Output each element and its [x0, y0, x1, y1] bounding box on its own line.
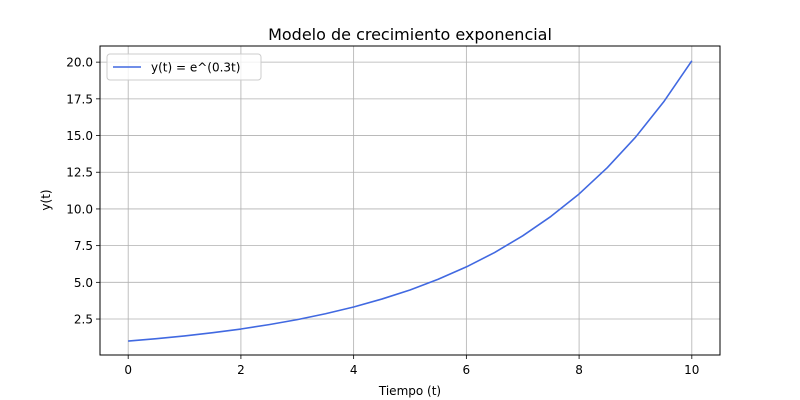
chart-title: Modelo de crecimiento exponencial [268, 25, 552, 44]
grid [100, 46, 720, 355]
x-axis-ticks: 0 2 4 6 8 10 [124, 355, 699, 377]
series-layer [128, 60, 693, 342]
y-tick-label: 10.0 [66, 202, 93, 216]
legend: y(t) = e^(0.3t) [106, 53, 262, 81]
x-tick-label: 6 [463, 363, 471, 377]
x-tick-label: 10 [684, 363, 699, 377]
x-tick-label: 8 [575, 363, 583, 377]
legend-box [106, 53, 262, 81]
y-tick-label: 2.5 [74, 313, 93, 327]
y-axis-label: y(t) [39, 189, 53, 210]
y-tick-label: 20.0 [66, 56, 93, 70]
x-tick-label: 0 [124, 363, 132, 377]
y-tick-label: 17.5 [66, 92, 93, 106]
y-tick-label: 12.5 [66, 166, 93, 180]
x-axis-label: Tiempo (t) [378, 384, 441, 398]
x-tick-label: 2 [237, 363, 245, 377]
y-tick-label: 7.5 [74, 239, 93, 253]
y-tick-label: 15.0 [66, 129, 93, 143]
series-line [128, 60, 693, 342]
plot-area-frame [99, 45, 721, 356]
y-axis-ticks: 2.5 5.0 7.5 10.0 12.5 15.0 17.5 20.0 [66, 56, 100, 327]
legend-label: y(t) = e^(0.3t) [151, 61, 240, 75]
x-tick-label: 4 [350, 363, 358, 377]
y-tick-label: 5.0 [74, 276, 93, 290]
